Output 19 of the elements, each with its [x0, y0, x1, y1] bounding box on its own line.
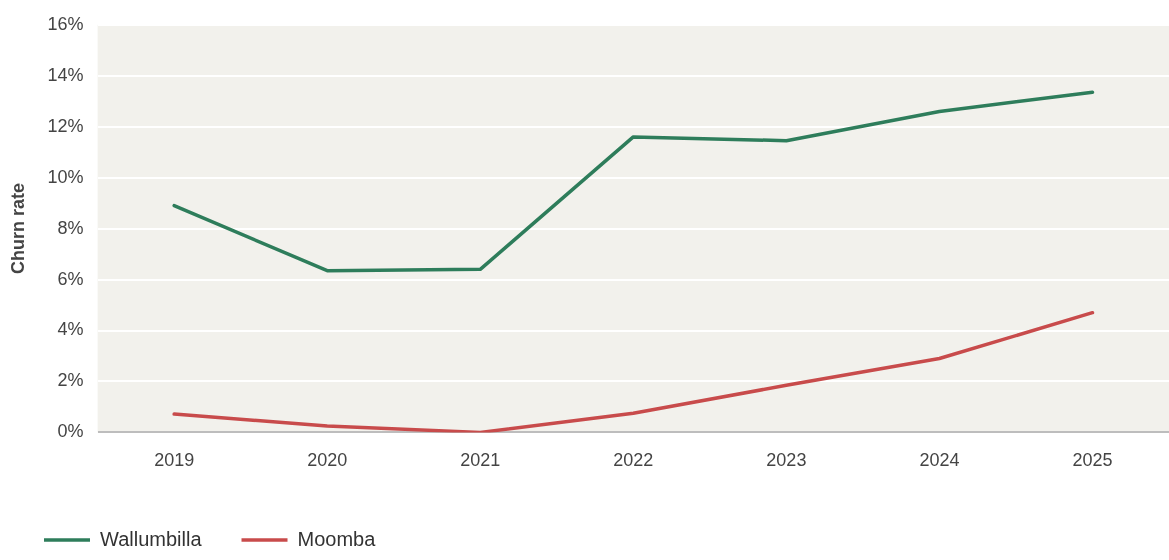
- y-tick-label: 16%: [47, 13, 84, 34]
- y-tick-label: 14%: [47, 64, 84, 85]
- x-tick-label: 2020: [307, 450, 348, 471]
- y-tick-label: 10%: [47, 166, 84, 187]
- y-tick-label: 2%: [57, 370, 84, 391]
- x-tick-label: 2022: [613, 450, 654, 471]
- legend-label: Moomba: [297, 527, 377, 550]
- x-tick-label: 2023: [766, 450, 807, 471]
- y-tick-label: 12%: [47, 115, 84, 136]
- x-tick-label: 2021: [460, 450, 501, 471]
- y-tick-label: 4%: [57, 319, 84, 340]
- legend-label: Wallumbilla: [100, 527, 203, 550]
- y-tick-label: 0%: [57, 421, 84, 442]
- y-tick-label: 8%: [57, 217, 84, 238]
- x-tick-label: 2024: [919, 450, 960, 471]
- x-tick-label: 2019: [154, 450, 195, 471]
- x-tick-label: 2025: [1072, 450, 1113, 471]
- y-tick-label: 6%: [57, 268, 84, 289]
- y-axis-title: Churn rate: [7, 183, 28, 275]
